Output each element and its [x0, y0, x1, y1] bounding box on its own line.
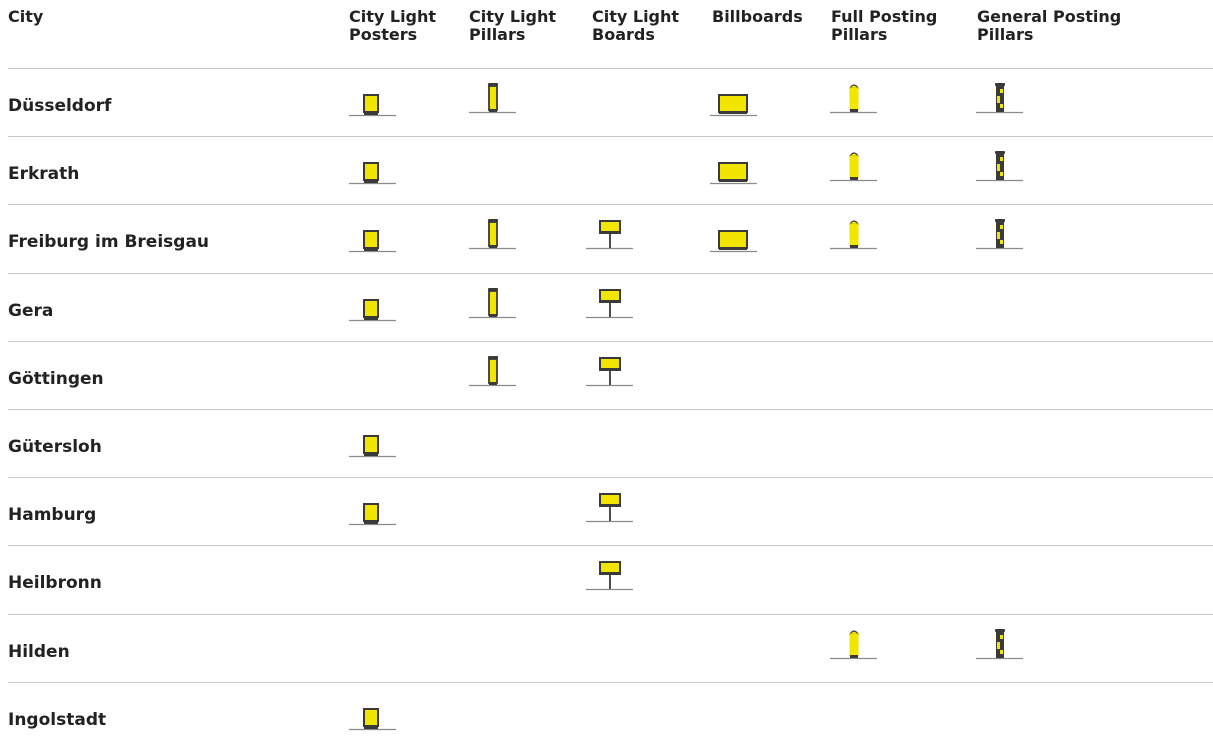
- header-clp: City Light Posters: [349, 7, 437, 44]
- header-board: City Light Boards: [592, 7, 680, 44]
- city-name: Ingolstadt: [8, 710, 107, 730]
- city-name: Hamburg: [8, 505, 97, 525]
- header-billboard: Billboards: [712, 7, 803, 26]
- general-posting-pillar-icon: [976, 148, 1024, 186]
- city-name: Gütersloh: [8, 437, 102, 457]
- city-name: Hilden: [8, 642, 70, 662]
- city-light-poster-icon: [349, 155, 397, 189]
- row-divider: [8, 682, 1213, 683]
- city-light-poster-icon: [349, 428, 397, 462]
- city-light-poster-icon: [349, 701, 397, 735]
- city-light-board-icon: [586, 559, 634, 595]
- city-name: Heilbronn: [8, 573, 102, 593]
- general-posting-pillar-icon: [976, 216, 1024, 254]
- full-posting-pillar-icon: [830, 216, 878, 254]
- header-full: Full Posting Pillars: [831, 7, 938, 44]
- city-light-board-icon: [586, 355, 634, 391]
- city-light-poster-icon: [349, 292, 397, 326]
- city-light-poster-icon: [349, 496, 397, 530]
- city-name: Freiburg im Breisgau: [8, 232, 210, 252]
- header-general: General Posting Pillars: [977, 7, 1122, 44]
- city-name: Gera: [8, 301, 54, 321]
- city-name: Erkrath: [8, 164, 80, 184]
- row-divider: [8, 341, 1213, 342]
- general-posting-pillar-icon: [976, 80, 1024, 118]
- general-posting-pillar-icon: [976, 626, 1024, 664]
- row-divider: [8, 477, 1213, 478]
- billboard-icon: [710, 223, 758, 257]
- city-light-poster-icon: [349, 223, 397, 257]
- city-name: Düsseldorf: [8, 96, 112, 116]
- city-name: Göttingen: [8, 369, 104, 389]
- city-light-poster-icon: [349, 87, 397, 121]
- row-divider: [8, 614, 1213, 615]
- full-posting-pillar-icon: [830, 148, 878, 186]
- row-divider: [8, 136, 1213, 137]
- city-light-pillar-icon: [469, 285, 517, 323]
- row-divider: [8, 545, 1213, 546]
- city-light-board-icon: [586, 491, 634, 527]
- full-posting-pillar-icon: [830, 626, 878, 664]
- row-divider: [8, 68, 1213, 69]
- row-divider: [8, 273, 1213, 274]
- city-light-board-icon: [586, 287, 634, 323]
- city-light-pillar-icon: [469, 216, 517, 254]
- city-light-pillar-icon: [469, 80, 517, 118]
- row-divider: [8, 204, 1213, 205]
- city-light-board-icon: [586, 218, 634, 254]
- billboard-icon: [710, 87, 758, 121]
- full-posting-pillar-icon: [830, 80, 878, 118]
- city-light-pillar-icon: [469, 353, 517, 391]
- billboard-icon: [710, 155, 758, 189]
- header-pillar: City Light Pillars: [469, 7, 557, 44]
- header-city: City: [8, 7, 44, 26]
- row-divider: [8, 409, 1213, 410]
